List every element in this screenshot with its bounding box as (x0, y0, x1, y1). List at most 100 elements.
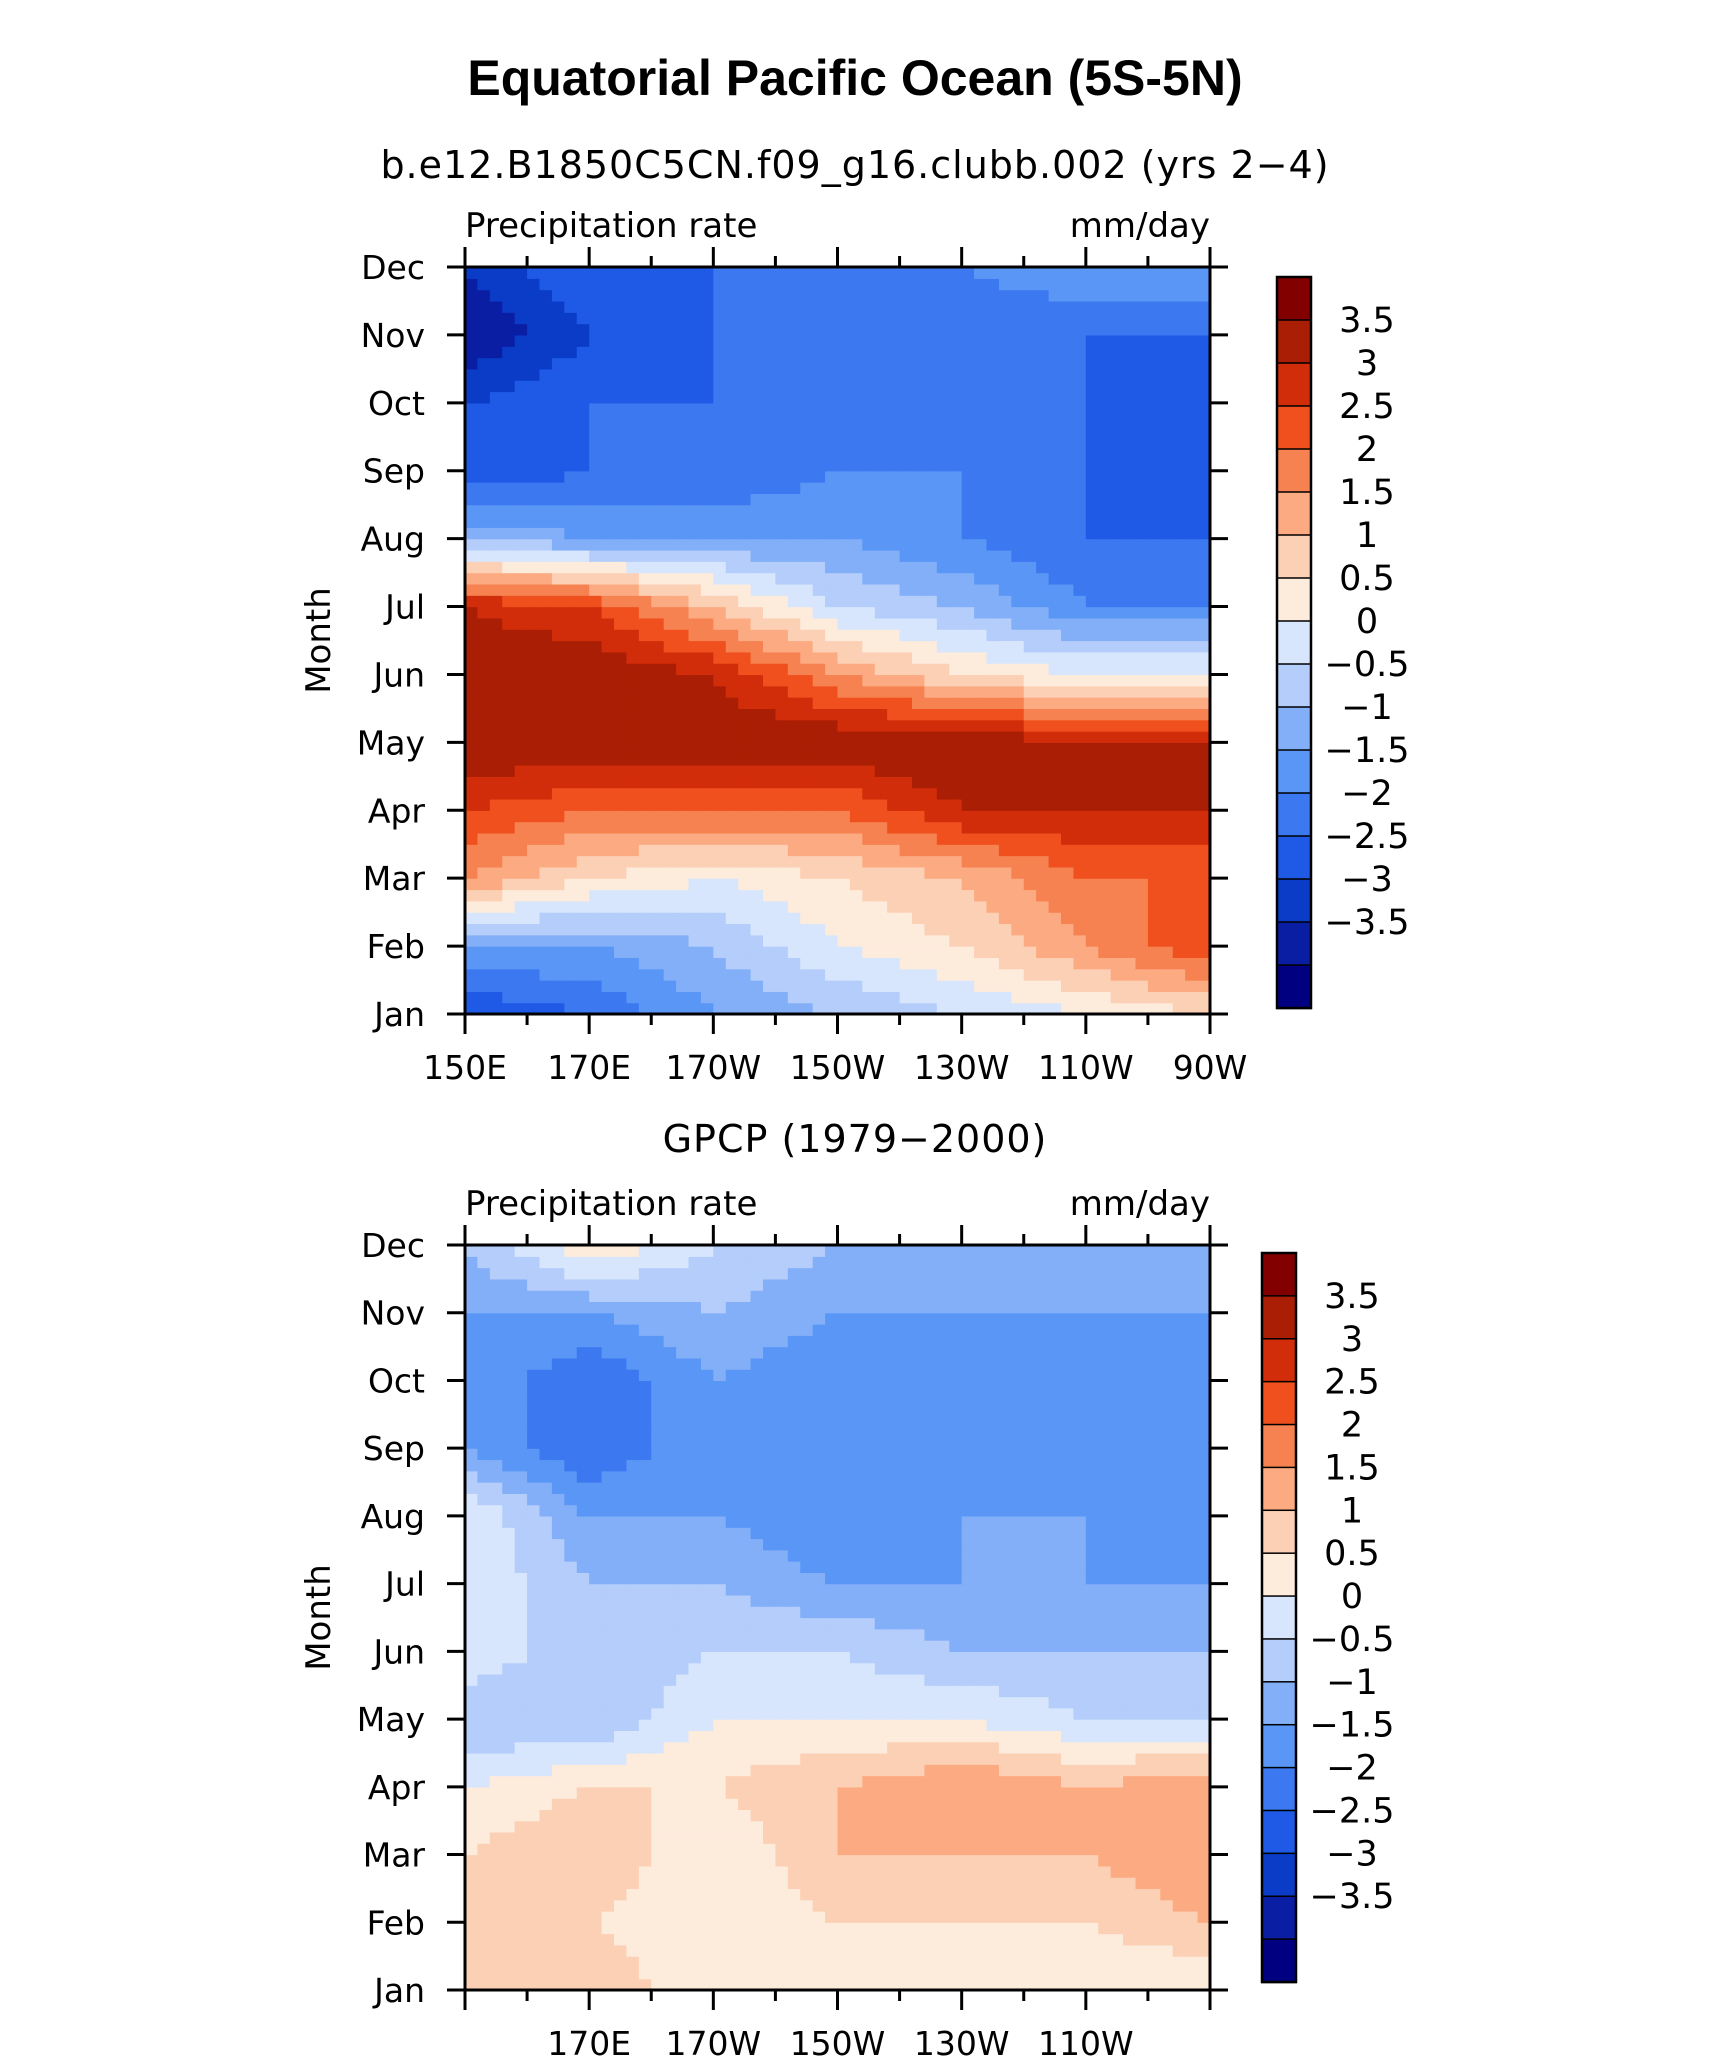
contour-cell (899, 572, 913, 585)
contour-cell (589, 957, 603, 970)
contour-cell (576, 855, 590, 868)
contour-cell (465, 368, 479, 381)
contour-cell (775, 912, 789, 925)
contour-cell (601, 878, 615, 891)
contour-cell (738, 798, 752, 811)
contour-cell (1160, 708, 1174, 721)
contour-cell (899, 334, 913, 347)
contour-cell (1147, 810, 1161, 823)
contour-cell (477, 583, 491, 596)
contour-cell (514, 810, 528, 823)
contour-cell (825, 844, 839, 857)
contour-cell (974, 1888, 988, 1901)
contour-cell (626, 697, 640, 710)
contour-cell (862, 674, 876, 687)
contour-cell (638, 448, 652, 461)
contour-cell (465, 946, 479, 959)
contour-cell (837, 810, 851, 823)
y-tick-label: Nov (361, 316, 425, 355)
contour-cell (825, 470, 839, 483)
contour-cell (1135, 731, 1149, 743)
contour-cell (465, 719, 479, 732)
contour-cell (862, 810, 876, 823)
contour-cell (750, 493, 764, 506)
contour-cell (825, 1002, 839, 1015)
contour-cell (527, 300, 541, 313)
contour-cell (812, 606, 826, 619)
contour-cell (974, 357, 988, 370)
contour-cell (676, 1820, 690, 1833)
contour-cell (576, 787, 590, 800)
contour-cell (477, 708, 491, 721)
contour-cell (924, 1967, 938, 1980)
contour-cell (1123, 731, 1137, 743)
contour-cell (800, 798, 814, 811)
contour-cell (899, 810, 913, 823)
contour-cell (514, 1820, 528, 1833)
contour-cell (1197, 267, 1211, 279)
contour-cell (688, 572, 702, 585)
contour-cell (725, 787, 739, 800)
contour-cell (663, 606, 677, 619)
contour-cell (1172, 753, 1186, 766)
contour-cell (1011, 504, 1025, 517)
contour-cell (775, 1933, 789, 1946)
contour-cell (936, 742, 950, 755)
contour-cell (1197, 980, 1211, 992)
contour-cell (1197, 1933, 1211, 1946)
contour-cell (465, 504, 479, 517)
contour-cell (998, 1944, 1012, 1957)
contour-cell (725, 595, 739, 608)
contour-cell (998, 946, 1012, 959)
contour-cell (465, 448, 479, 461)
contour-cell (551, 798, 565, 811)
contour-cell (1135, 323, 1149, 336)
contour-cell (576, 606, 590, 619)
contour-cell (1036, 923, 1050, 936)
contour-cell (887, 380, 901, 393)
contour-cell (1011, 470, 1025, 483)
contour-cell (949, 493, 963, 506)
contour-cell (1135, 1888, 1149, 1901)
contour-cell (1147, 731, 1161, 743)
contour-cell (1073, 595, 1087, 608)
contour-cell (986, 459, 1000, 472)
contour-cell (1160, 1865, 1174, 1878)
contour-cell (936, 798, 950, 811)
contour-cell (750, 742, 764, 755)
contour-cell (800, 1978, 814, 1991)
contour-cell (614, 855, 628, 868)
contour-cell (1147, 855, 1161, 868)
contour-cell (1135, 425, 1149, 438)
contour-cell (514, 482, 528, 494)
contour-cell (936, 1922, 950, 1935)
contour-cell (688, 1877, 702, 1890)
contour-cell (1048, 878, 1062, 891)
contour-cell (1036, 402, 1050, 415)
contour-cell (651, 1967, 665, 1980)
contour-cell (961, 719, 975, 732)
contour-cell (949, 1922, 963, 1935)
contour-cell (837, 1933, 851, 1946)
contour-cell (787, 1910, 801, 1923)
contour-cell (1023, 617, 1037, 630)
contour-cell (924, 368, 938, 381)
contour-cell (688, 368, 702, 381)
contour-cell (1135, 991, 1149, 1004)
contour-cell (862, 300, 876, 313)
contour-cell (663, 346, 677, 359)
contour-cell (1073, 459, 1087, 472)
contour-cell (849, 289, 863, 302)
contour-cell (514, 991, 528, 1004)
contour-cell (1197, 753, 1211, 766)
contour-cell (477, 1888, 491, 1901)
contour-cell (638, 1910, 652, 1923)
contour-cell (551, 1877, 565, 1890)
contour-cell (825, 1967, 839, 1980)
contour-cell (1085, 855, 1099, 868)
contour-cell (775, 832, 789, 845)
contour-cell (1073, 900, 1087, 913)
contour-cell (465, 595, 479, 608)
contour-cell (725, 968, 739, 981)
contour-cell (775, 357, 789, 370)
